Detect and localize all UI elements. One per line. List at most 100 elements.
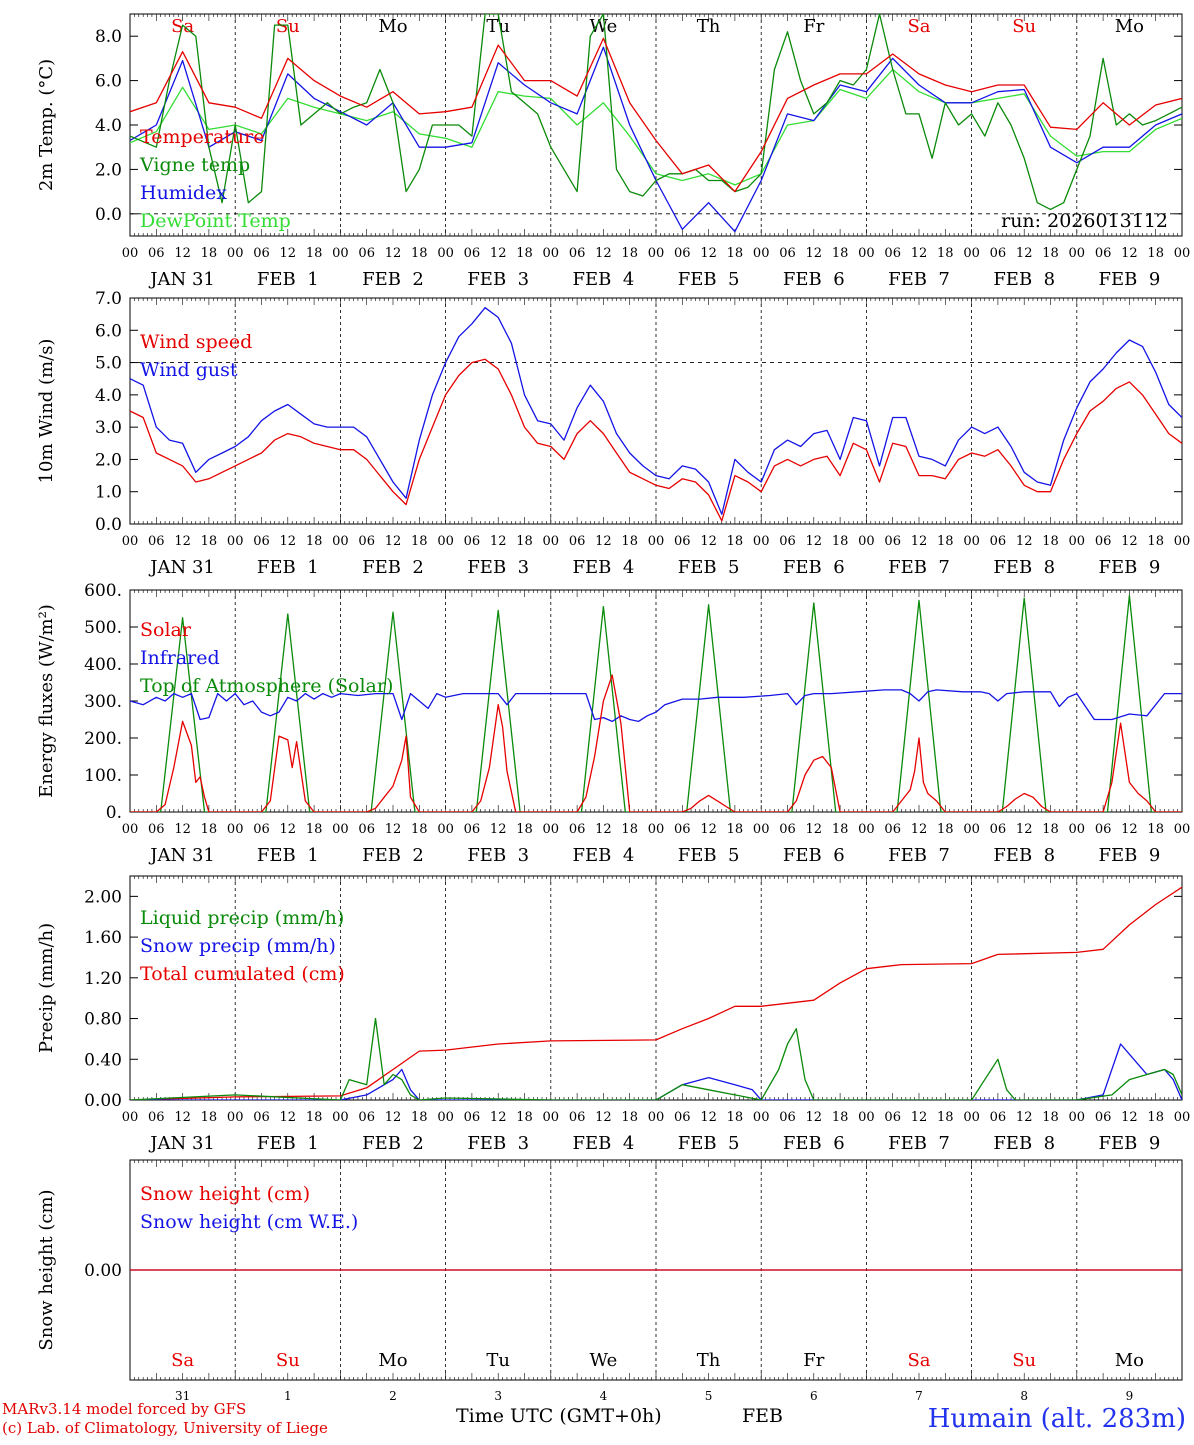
hour-tick-label: 12 (700, 246, 717, 261)
date-label: FEB 1 (257, 1133, 319, 1154)
date-label: FEB 5 (678, 1133, 740, 1154)
hour-tick-label: 18 (306, 822, 323, 837)
hour-tick-label: 12 (1016, 534, 1033, 549)
station-name: Humain (alt. 283m) (927, 1404, 1186, 1434)
hour-tick-label: 00 (858, 1110, 875, 1125)
y-tick-label: 100. (84, 766, 122, 786)
hour-tick-label: 06 (464, 1110, 481, 1125)
legend-entry: Humidex (140, 182, 227, 204)
hour-tick-label: 12 (806, 1110, 823, 1125)
day-number-label: 5 (705, 1389, 713, 1403)
hour-tick-label: 06 (674, 1110, 691, 1125)
date-label: JAN 31 (148, 1133, 215, 1154)
hour-tick-label: 12 (385, 534, 402, 549)
hour-tick-label: 18 (1042, 822, 1059, 837)
hour-tick-label: 12 (1016, 246, 1033, 261)
weekday-label: Mo (1115, 1350, 1144, 1371)
y-tick-label: 2.0 (95, 160, 122, 180)
panel-wind: 0.0 1.0 2.0 3.0 4.0 5.0 6.0 7.0 10m Wind (m/s) 00… (36, 289, 1190, 578)
date-label: FEB 2 (362, 1133, 424, 1154)
series-liquid-precip-mm-h- (130, 1017, 1182, 1100)
hour-tick-label: 00 (858, 534, 875, 549)
hour-tick-label: 06 (1095, 534, 1112, 549)
hour-tick-label: 18 (621, 246, 638, 261)
hour-tick-label: 06 (253, 1110, 270, 1125)
legend-entry: Top of Atmosphere (Solar) (140, 675, 393, 697)
hour-tick-label: 00 (437, 246, 454, 261)
legend-entry: Temperature (140, 126, 264, 148)
date-label: FEB 4 (573, 845, 635, 866)
day-number-label: 1 (284, 1389, 292, 1403)
date-label: JAN 31 (148, 557, 215, 578)
date-label: FEB 3 (467, 557, 529, 578)
hour-tick-label: 06 (1095, 1110, 1112, 1125)
hour-tick-label: 06 (358, 1110, 375, 1125)
date-label: FEB 7 (888, 557, 950, 578)
legend-entry: Total cumulated (cm) (140, 963, 345, 985)
weekday-label: We (590, 16, 618, 37)
hour-tick-label: 00 (1174, 1110, 1191, 1125)
hour-tick-label: 00 (1174, 822, 1191, 837)
y-tick-label: 0. (106, 803, 122, 823)
date-label: FEB 2 (362, 845, 424, 866)
hour-tick-label: 06 (990, 822, 1007, 837)
date-label: FEB 5 (678, 557, 740, 578)
y-tick-label: 0.0 (95, 515, 122, 535)
hour-tick-label: 00 (1069, 1110, 1086, 1125)
run-label: run: 2026013112 (1001, 210, 1168, 232)
date-label: FEB 4 (573, 269, 635, 290)
hour-tick-label: 06 (253, 246, 270, 261)
hour-tick-label: 12 (700, 534, 717, 549)
y-tick-label: 4.0 (95, 116, 122, 136)
y-tick-label: 0.80 (84, 1010, 122, 1030)
hour-tick-label: 00 (963, 822, 980, 837)
date-label: FEB 2 (362, 557, 424, 578)
hour-tick-label: 06 (779, 1110, 796, 1125)
series-group (130, 594, 1182, 812)
hour-tick-label: 12 (806, 534, 823, 549)
hour-tick-label: 00 (1069, 534, 1086, 549)
hour-tick-label: 06 (779, 822, 796, 837)
hour-tick-label: 06 (464, 246, 481, 261)
hour-tick-label: 06 (569, 1110, 586, 1125)
legend-entry: Wind speed (140, 331, 252, 353)
day-number-label: 4 (600, 1389, 608, 1403)
hour-tick-label: 06 (674, 534, 691, 549)
date-label: FEB 8 (993, 1133, 1055, 1154)
hour-tick-label: 12 (911, 822, 928, 837)
credit-lab: (c) Lab. of Climatology, University of L… (2, 1419, 328, 1437)
hour-tick-label: 00 (1174, 534, 1191, 549)
hour-tick-label: 18 (201, 1110, 218, 1125)
hour-tick-label: 18 (621, 822, 638, 837)
hour-tick-label: 12 (911, 1110, 928, 1125)
hour-tick-label: 00 (963, 246, 980, 261)
y-tick-label: 300. (84, 692, 122, 712)
date-label: FEB 8 (993, 845, 1055, 866)
date-label: FEB 3 (467, 269, 529, 290)
hour-tick-label: 00 (1069, 822, 1086, 837)
hour-tick-label: 00 (1174, 246, 1191, 261)
date-label: FEB 9 (1099, 1133, 1161, 1154)
hour-tick-label: 12 (174, 1110, 191, 1125)
hour-tick-label: 18 (411, 246, 428, 261)
hour-tick-label: 18 (516, 246, 533, 261)
hour-tick-label: 06 (779, 246, 796, 261)
date-label: FEB 2 (362, 269, 424, 290)
hour-tick-label: 00 (1069, 246, 1086, 261)
date-label: FEB 1 (257, 845, 319, 866)
hour-tick-label: 00 (543, 246, 560, 261)
y-axis-title: Precip (mm/h) (36, 923, 57, 1053)
legend-entry: Infrared (140, 647, 220, 669)
panel-energy: 0. 100. 200. 300. 400. 500. 600. Energy fluxes … (36, 581, 1190, 866)
hour-tick-label: 18 (1147, 246, 1164, 261)
y-tick-label: 0.0 (95, 205, 122, 225)
hour-tick-label: 06 (990, 246, 1007, 261)
hour-tick-label: 12 (1121, 822, 1138, 837)
weekday-label: Sa (907, 16, 930, 37)
x-axis-title: Time UTC (GMT+0h) (456, 1405, 662, 1427)
y-tick-label: 200. (84, 729, 122, 749)
hour-tick-label: 06 (1095, 822, 1112, 837)
hour-tick-label: 18 (201, 822, 218, 837)
date-label: FEB 7 (888, 845, 950, 866)
hour-tick-label: 00 (227, 246, 244, 261)
